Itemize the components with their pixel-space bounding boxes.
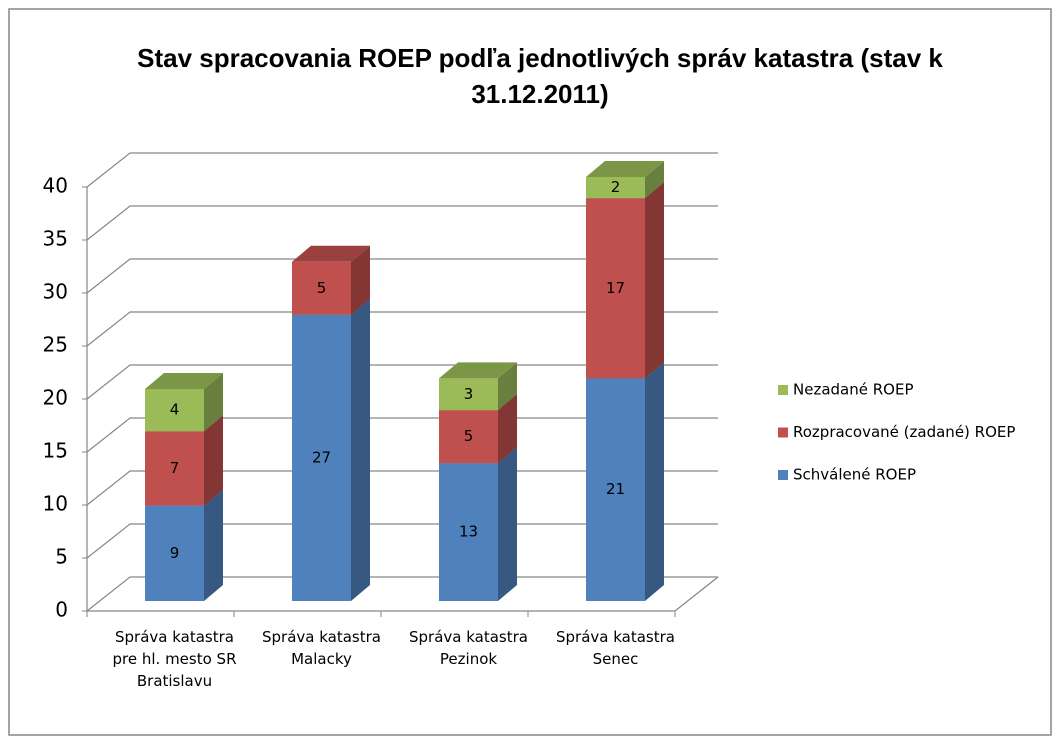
bar-top [145, 373, 223, 389]
x-tick-label: Správa katastra Malacky [262, 628, 381, 668]
bar-side [645, 362, 664, 601]
value-label: 27 [312, 448, 331, 466]
y-tick-label: 40 [43, 174, 68, 198]
x-tick-label: Správa katastra Pezinok [409, 628, 528, 668]
value-label: 17 [606, 279, 625, 297]
grid-line [86, 311, 718, 347]
value-label: 4 [170, 401, 180, 419]
chart-title: Stav spracovania ROEP podľa jednotlivých… [137, 43, 943, 109]
value-label: 7 [170, 459, 180, 477]
y-tick-label: 5 [55, 545, 68, 569]
bar-top [292, 245, 370, 262]
bar [439, 378, 498, 411]
bar-side [204, 373, 223, 432]
grid-line [86, 205, 718, 241]
value-label: 2 [611, 178, 621, 196]
value-label: 5 [464, 427, 474, 445]
bar [145, 389, 204, 432]
bar [145, 431, 204, 506]
legend-label: Schválené ROEP [793, 466, 916, 484]
bar [292, 261, 351, 315]
bar-side [498, 394, 517, 464]
grid-line [86, 152, 718, 188]
y-tick-label: 15 [43, 439, 68, 463]
grid-line [86, 576, 718, 612]
legend-swatch [778, 470, 788, 480]
grid-line [86, 364, 718, 400]
bar [586, 378, 645, 601]
bar-side [204, 489, 223, 601]
value-label: 13 [459, 523, 478, 541]
bar-side [351, 245, 370, 315]
x-tick-label: Správa katastra Senec [556, 628, 675, 668]
grid-line [86, 417, 718, 453]
y-tick-label: 35 [43, 227, 68, 251]
bar-side [351, 298, 370, 601]
legend-label: Nezadané ROEP [793, 381, 913, 399]
grid-line [86, 470, 718, 506]
grid-line [86, 258, 718, 294]
legend-label: Rozpracované (zadané) ROEP [793, 423, 1015, 441]
bar [292, 314, 351, 601]
bar [439, 463, 498, 601]
grid-line [86, 523, 718, 559]
bar [439, 410, 498, 464]
value-label: 9 [170, 544, 180, 562]
bar-top [439, 362, 517, 379]
legend-swatch [778, 427, 788, 438]
y-tick-label: 30 [43, 280, 68, 304]
bar-side [645, 161, 664, 199]
y-tick-label: 25 [43, 333, 68, 357]
legend-swatch [778, 385, 788, 395]
bar [145, 505, 204, 601]
bar-side [204, 415, 223, 506]
bar-side [645, 182, 664, 379]
bar [586, 177, 645, 199]
y-tick-label: 0 [55, 598, 68, 622]
value-label: 21 [606, 480, 625, 498]
x-tick-label: Správa katastra pre hl. mesto SR Bratisl… [112, 628, 237, 690]
bar-side [498, 362, 517, 411]
bar [586, 198, 645, 379]
chart-border [8, 8, 1052, 736]
value-label: 5 [317, 279, 327, 297]
bar-side [498, 447, 517, 601]
y-tick-label: 10 [43, 492, 68, 516]
value-label: 3 [464, 385, 474, 403]
y-tick-label: 20 [43, 386, 68, 410]
bar-top [586, 161, 664, 177]
